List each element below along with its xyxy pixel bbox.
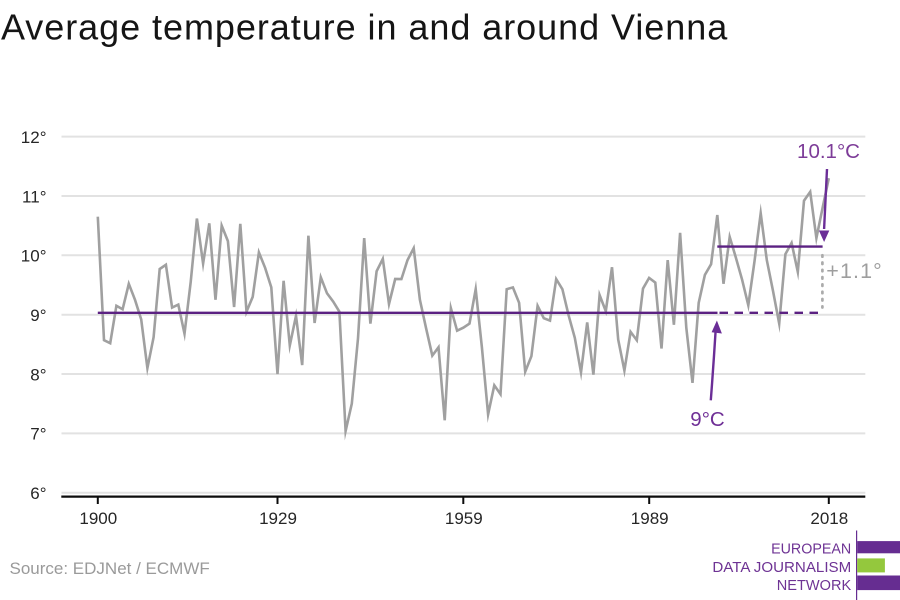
svg-text:1900: 1900: [79, 509, 117, 528]
svg-text:9°: 9°: [30, 306, 46, 325]
svg-text:1929: 1929: [259, 509, 297, 528]
svg-text:2018: 2018: [810, 509, 848, 528]
svg-text:1989: 1989: [631, 509, 669, 528]
svg-text:DATA JOURNALISM: DATA JOURNALISM: [712, 559, 851, 576]
svg-text:12°: 12°: [21, 128, 47, 147]
svg-text:10°: 10°: [21, 247, 47, 266]
svg-text:NETWORK: NETWORK: [777, 577, 851, 594]
svg-text:11°: 11°: [22, 187, 46, 206]
svg-text:Average temperature in and aro: Average temperature in and around Vienna: [1, 7, 728, 48]
svg-text:1959: 1959: [445, 509, 483, 528]
svg-text:Source: EDJNet / ECMWF: Source: EDJNet / ECMWF: [10, 559, 210, 578]
svg-text:+1.1°: +1.1°: [826, 259, 883, 283]
svg-text:6°: 6°: [30, 484, 46, 503]
svg-text:10.1°C: 10.1°C: [797, 140, 860, 163]
svg-text:7°: 7°: [30, 425, 46, 444]
svg-text:9°C: 9°C: [690, 408, 725, 431]
svg-text:EUROPEAN: EUROPEAN: [771, 540, 851, 557]
svg-text:8°: 8°: [30, 365, 46, 384]
